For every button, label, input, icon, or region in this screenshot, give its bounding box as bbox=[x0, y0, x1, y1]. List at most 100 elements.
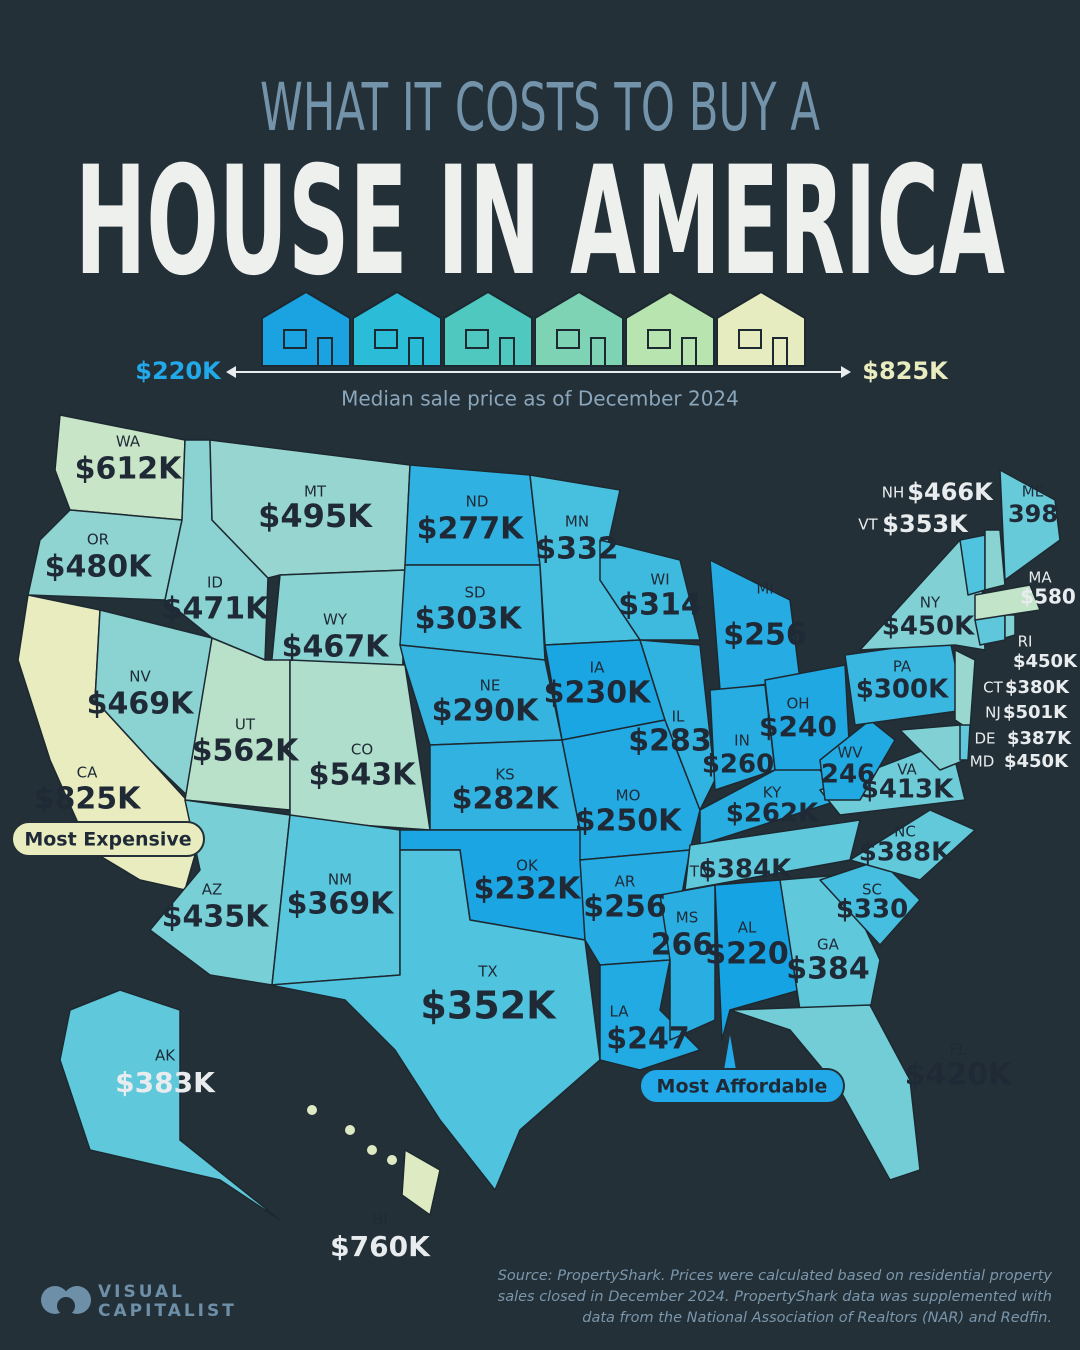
arrow-head bbox=[841, 366, 851, 378]
house-door bbox=[772, 337, 788, 367]
logo-mark bbox=[57, 1297, 75, 1315]
house-door bbox=[681, 337, 697, 367]
state-price: $247 bbox=[606, 1022, 690, 1057]
house-door bbox=[499, 337, 515, 367]
state-price: $501K bbox=[1003, 702, 1068, 723]
state-price: $283 bbox=[628, 724, 712, 759]
state-code: AL bbox=[738, 919, 757, 937]
state-price: $220 bbox=[705, 937, 789, 972]
state-code: OR bbox=[87, 531, 109, 549]
state bbox=[984, 529, 1006, 591]
state bbox=[639, 639, 716, 811]
source: Source: PropertyShark. Prices were calcu… bbox=[498, 1268, 1053, 1284]
state-code: NM bbox=[328, 871, 352, 889]
state-code: IA bbox=[590, 659, 605, 677]
state-code: WI bbox=[650, 571, 669, 589]
state-code: UT bbox=[235, 716, 256, 734]
state-price: $471K bbox=[162, 592, 270, 627]
callout-affordable: Most Affordable bbox=[657, 1076, 828, 1098]
state-code: AK bbox=[155, 1047, 176, 1065]
state-price: $314 bbox=[618, 588, 702, 623]
state-code: LA bbox=[610, 1003, 630, 1021]
state bbox=[714, 879, 801, 1041]
state-price: $260 bbox=[702, 750, 774, 780]
state-code: NJ bbox=[985, 704, 1001, 722]
state bbox=[729, 1004, 921, 1181]
state bbox=[999, 469, 1061, 581]
state-price: $467K bbox=[282, 630, 390, 665]
state-code: TX bbox=[477, 963, 497, 981]
state-code: AR bbox=[615, 873, 636, 891]
state-code: CT bbox=[983, 679, 1003, 697]
state-code: KS bbox=[495, 766, 514, 784]
state bbox=[599, 539, 701, 641]
state-price: $413K bbox=[861, 775, 954, 805]
house-window bbox=[283, 329, 307, 349]
state bbox=[659, 884, 716, 1041]
state-code: FL bbox=[950, 1041, 968, 1059]
state-price: 398 bbox=[1008, 500, 1058, 528]
state-price: $825K bbox=[34, 782, 142, 817]
state-code: NV bbox=[129, 668, 151, 686]
state-price: $300K bbox=[856, 675, 949, 705]
state-price: $466K bbox=[907, 478, 994, 506]
state-code: NH bbox=[882, 484, 905, 502]
state-code: MS bbox=[676, 909, 698, 927]
state-code: MA bbox=[1028, 569, 1052, 587]
state-code: RI bbox=[1018, 633, 1033, 651]
callout-pill bbox=[11, 821, 205, 857]
state-price: $240 bbox=[759, 710, 837, 743]
state-code: WV bbox=[837, 744, 863, 762]
state-price: $256 bbox=[723, 618, 807, 653]
callout-pill bbox=[639, 1068, 845, 1104]
state bbox=[819, 859, 921, 946]
state-code: WY bbox=[323, 611, 348, 629]
state-price: $352K bbox=[420, 984, 557, 1028]
island bbox=[345, 1125, 355, 1135]
state-code: OK bbox=[516, 857, 539, 875]
state-price: $760K bbox=[330, 1230, 431, 1263]
house-window bbox=[738, 329, 762, 349]
state-code: VA bbox=[897, 761, 917, 779]
island bbox=[367, 1145, 377, 1155]
state-price: $384 bbox=[786, 952, 870, 987]
state-price: $262K bbox=[726, 799, 819, 829]
state-price: $250K bbox=[575, 804, 683, 839]
state-price: $383K bbox=[115, 1066, 216, 1099]
state-price: $332 bbox=[535, 532, 619, 567]
house-door bbox=[408, 337, 424, 367]
state-price: $380K bbox=[1005, 677, 1070, 698]
state-price: $282K bbox=[452, 782, 560, 817]
state-price: 266 bbox=[651, 928, 714, 963]
state-price: $384K bbox=[699, 855, 792, 885]
state-price: $435K bbox=[162, 900, 270, 935]
state-code: MI bbox=[756, 580, 773, 598]
state-code: NY bbox=[920, 594, 941, 612]
state-code: ID bbox=[207, 574, 223, 592]
state-code: IN bbox=[734, 732, 750, 750]
state-code: TN bbox=[689, 863, 710, 881]
house-window bbox=[647, 329, 671, 349]
house-window bbox=[374, 329, 398, 349]
state-code: AZ bbox=[202, 881, 223, 899]
state-code: VT bbox=[858, 516, 878, 534]
state-price: $469K bbox=[87, 687, 195, 722]
state-price: $562K bbox=[192, 734, 300, 769]
island bbox=[387, 1155, 397, 1165]
state-code: WA bbox=[116, 433, 141, 451]
state-code: HI bbox=[372, 1211, 388, 1229]
state-code: MO bbox=[616, 787, 641, 805]
state-code: SC bbox=[862, 881, 882, 899]
labels: WA$612K OR$480K CA$825K NV$469K ID$471K MT$49… bbox=[34, 433, 1078, 1264]
map bbox=[17, 414, 1061, 1221]
state-price: $277K bbox=[417, 512, 525, 547]
house-door bbox=[590, 337, 606, 367]
brand: VISUAL bbox=[98, 1282, 185, 1302]
state-price: $290K bbox=[432, 694, 540, 729]
state-code: ND bbox=[466, 493, 489, 511]
state-price: $303K bbox=[415, 602, 523, 637]
state-code: MD bbox=[970, 753, 995, 771]
state-code: MT bbox=[304, 483, 327, 501]
state-code: ME bbox=[1022, 483, 1044, 501]
